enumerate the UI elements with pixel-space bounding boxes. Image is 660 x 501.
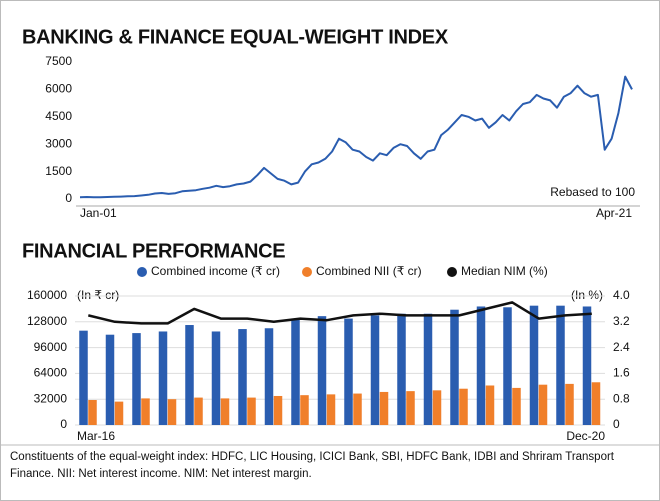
- line: [79, 75, 633, 199]
- y-tick-label: 1500: [45, 164, 72, 178]
- bar: [88, 400, 97, 425]
- y2-axis-label: (In %): [571, 288, 603, 302]
- annotation: Rebased to 100: [550, 185, 635, 199]
- footnote: Constituents of the equal-weight index: …: [10, 451, 615, 480]
- legend-marker: [447, 267, 457, 277]
- y2-tick-label: 4.0: [613, 288, 630, 302]
- bar: [582, 306, 592, 425]
- x-tick-label: Dec-20: [566, 429, 605, 443]
- x-tick-label: Apr-21: [596, 206, 632, 220]
- y-tick-label: 0: [60, 417, 67, 431]
- bar: [132, 333, 141, 425]
- bar: [105, 334, 115, 425]
- y-tick-label: 7500: [45, 54, 72, 68]
- y-tick-label: 96000: [34, 340, 68, 354]
- bar: [370, 315, 380, 425]
- y-tick-label: 32000: [34, 391, 68, 405]
- bar: [211, 331, 221, 425]
- bar: [565, 383, 574, 425]
- bar: [476, 306, 486, 425]
- legend-label: Combined income (₹ cr): [151, 264, 280, 278]
- bar: [291, 319, 300, 425]
- y2-tick-label: 0: [613, 417, 620, 431]
- chart-title: BANKING & FINANCE EQUAL-WEIGHT INDEX: [22, 26, 449, 48]
- bar: [79, 330, 88, 425]
- bar: [194, 397, 203, 425]
- bar: [317, 316, 327, 425]
- bar: [353, 393, 362, 425]
- legend-marker: [302, 267, 312, 277]
- y-tick-label: 4500: [45, 109, 72, 123]
- y-tick-label: 6000: [45, 82, 72, 96]
- bar: [300, 395, 309, 425]
- bar: [538, 384, 548, 425]
- bar: [432, 390, 442, 425]
- y-tick-label: 64000: [34, 366, 68, 380]
- bar: [379, 391, 389, 425]
- bar: [423, 313, 433, 425]
- bar: [264, 328, 274, 425]
- x-tick-label: Mar-16: [77, 429, 115, 443]
- y2-tick-label: 1.6: [613, 366, 630, 380]
- y-tick-label: 3000: [45, 136, 72, 150]
- y2-tick-label: 3.2: [613, 314, 630, 328]
- y-tick-label: 0: [65, 191, 72, 205]
- y-tick-label: 160000: [27, 288, 67, 302]
- bar: [141, 398, 150, 425]
- bar: [556, 305, 565, 425]
- bar: [591, 382, 601, 425]
- line: [88, 301, 592, 325]
- x-tick-label: Jan-01: [80, 206, 117, 220]
- y2-tick-label: 0.8: [613, 391, 630, 405]
- bar: [114, 401, 124, 425]
- bar: [326, 394, 336, 425]
- bar: [503, 307, 512, 425]
- y-tick-label: 128000: [27, 314, 67, 328]
- bar: [158, 331, 168, 425]
- bar: [344, 318, 353, 425]
- bar: [529, 305, 539, 425]
- bar: [220, 398, 230, 425]
- bar: [247, 397, 256, 425]
- legend-marker: [137, 267, 147, 277]
- y-axis-label: (In ₹ cr): [77, 288, 119, 302]
- bar: [450, 309, 459, 425]
- bar: [485, 385, 495, 425]
- bar: [512, 387, 521, 425]
- bar: [406, 391, 415, 425]
- bar: [397, 313, 406, 425]
- bar: [167, 399, 177, 425]
- bar: [238, 329, 247, 425]
- chart-title: FINANCIAL PERFORMANCE: [22, 240, 285, 262]
- legend-label: Combined NII (₹ cr): [316, 264, 422, 278]
- legend-label: Median NIM (%): [461, 264, 548, 278]
- y2-tick-label: 2.4: [613, 340, 630, 354]
- bar: [185, 325, 194, 425]
- bar: [273, 395, 283, 425]
- bar: [459, 388, 468, 425]
